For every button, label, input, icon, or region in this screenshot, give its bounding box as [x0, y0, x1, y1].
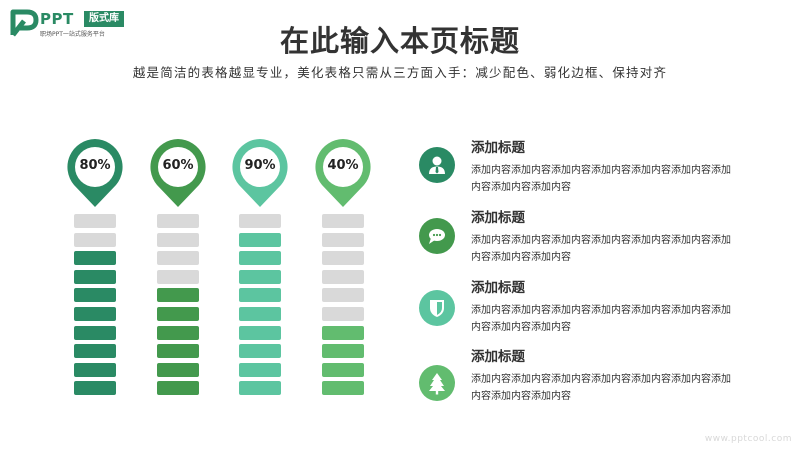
- bar-segment: [157, 214, 199, 228]
- item-2-title: 添加标题: [471, 210, 525, 226]
- bar-segment: [322, 214, 364, 228]
- item-2-text: 添加内容添加内容添加内容添加内容添加内容添加内容添加内容添加内容添加内容: [471, 235, 731, 263]
- logo-badge: 版式库: [84, 11, 124, 27]
- watermark: www.pptcool.com: [704, 434, 792, 444]
- bar-segment: [157, 381, 199, 396]
- bar-segment: [157, 325, 199, 340]
- bar-segment: [322, 251, 364, 266]
- item-1-text: 添加内容添加内容添加内容添加内容添加内容添加内容添加内容添加内容添加内容: [471, 165, 731, 193]
- bar-segment: [322, 344, 364, 359]
- bar-segment: [74, 214, 116, 228]
- pin-4-label: 40%: [327, 158, 359, 173]
- bar-segment: [157, 344, 199, 359]
- item-4-title: 添加标题: [471, 349, 525, 365]
- bar-segment: [74, 381, 116, 396]
- item-3-title: 添加标题: [471, 280, 525, 296]
- pin-1: 80%: [65, 137, 125, 209]
- bar-segment: [74, 232, 116, 247]
- bar-segment: [74, 306, 116, 321]
- pin-1-marker-icon: [67, 139, 123, 207]
- bar-segment: [74, 269, 116, 284]
- logo-tagline: 职场PPT一站式服务平台: [40, 31, 105, 38]
- item-4-text: 添加内容添加内容添加内容添加内容添加内容添加内容添加内容添加内容添加内容: [471, 374, 731, 402]
- bar-segment: [322, 232, 364, 247]
- pin-2-marker-icon: [150, 139, 206, 207]
- page-subtitle: 越是简洁的表格越显专业，美化表格只需从三方面入手：减少配色、弱化边框、保持对齐: [132, 65, 668, 80]
- pin-3-marker-icon: [232, 139, 288, 207]
- bar-segment: [74, 362, 116, 377]
- bar-segment: [239, 306, 281, 321]
- bar-segment: [322, 269, 364, 284]
- bar-column-1: [74, 214, 116, 400]
- user-tie-icon: [429, 156, 445, 174]
- pin-4-marker-icon: [315, 139, 371, 207]
- bar-segment: [157, 232, 199, 247]
- pin-4: 40%: [313, 137, 373, 209]
- logo-brand: PPT: [40, 10, 74, 28]
- bar-segment: [239, 381, 281, 396]
- bar-segment: [322, 288, 364, 303]
- bar-segment: [239, 232, 281, 247]
- shield-icon: [430, 300, 444, 317]
- item-3-icon-circle: [419, 290, 455, 326]
- logo-mark-icon: [10, 9, 39, 37]
- item-2-icon-circle: [419, 218, 455, 254]
- bar-segment: [74, 288, 116, 303]
- item-1-title: 添加标题: [471, 140, 525, 156]
- bar-segment: [239, 344, 281, 359]
- bar-segment: [157, 269, 199, 284]
- bar-segment: [322, 325, 364, 340]
- bar-segment: [239, 251, 281, 266]
- bar-column-4: [322, 214, 364, 400]
- bar-segment: [74, 344, 116, 359]
- tree-icon: [429, 373, 445, 395]
- bar-segment: [157, 362, 199, 377]
- item-1-icon-circle: [419, 147, 455, 183]
- bar-segment: [322, 306, 364, 321]
- pin-2-label: 60%: [162, 158, 194, 173]
- bar-segment: [157, 288, 199, 303]
- item-3-text: 添加内容添加内容添加内容添加内容添加内容添加内容添加内容添加内容添加内容: [471, 305, 731, 333]
- bar-segment: [322, 381, 364, 396]
- chat-bubble-icon: [429, 229, 445, 244]
- pin-1-label: 80%: [79, 158, 111, 173]
- bar-segment: [239, 362, 281, 377]
- page-title: 在此输入本页标题: [279, 24, 520, 58]
- bar-segment: [322, 362, 364, 377]
- bar-segment: [239, 214, 281, 228]
- item-4-icon-circle: [419, 365, 455, 401]
- bar-column-3: [239, 214, 281, 400]
- bar-segment: [157, 306, 199, 321]
- bar-column-2: [157, 214, 199, 400]
- pin-2: 60%: [148, 137, 208, 209]
- bar-segment: [74, 325, 116, 340]
- bar-segment: [74, 251, 116, 266]
- pin-3: 90%: [230, 137, 290, 209]
- logo: PPT 版式库 职场PPT一站式服务平台: [10, 8, 150, 38]
- bar-segment: [157, 251, 199, 266]
- bar-segment: [239, 269, 281, 284]
- bar-segment: [239, 325, 281, 340]
- bar-segment: [239, 288, 281, 303]
- pin-3-label: 90%: [244, 158, 276, 173]
